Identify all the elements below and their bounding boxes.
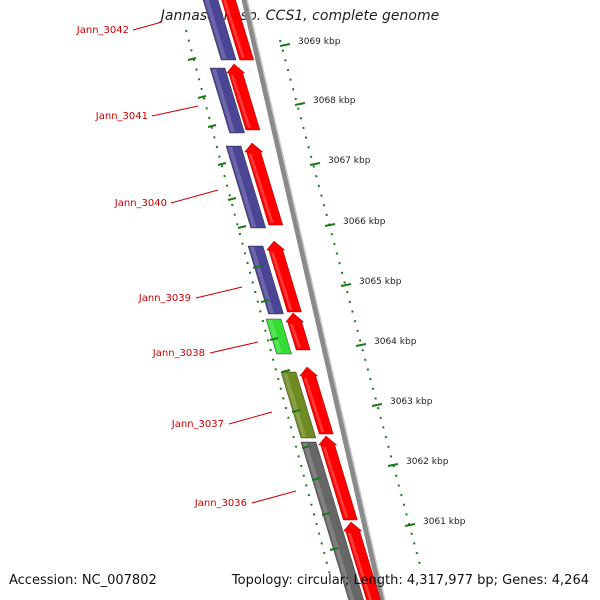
scale-tick-label: 3068 kbp: [313, 96, 356, 106]
inner-ruler-tick: [227, 197, 237, 201]
gene-bar-jann-3038: [265, 318, 292, 355]
forward-arrow: [266, 240, 302, 313]
scale-tick-label: 3064 kbp: [374, 337, 417, 347]
scale-tick-label: 3067 kbp: [328, 156, 371, 166]
scale-tick-mark: [324, 223, 336, 227]
gene-label-jann-3037: Jann_3037: [171, 419, 224, 430]
gene-label-jann-3038: Jann_3038: [152, 348, 205, 359]
forward-arrow: [318, 435, 358, 521]
inner-ruler-tick: [237, 225, 247, 229]
gene-bar-jann-3037: [280, 371, 317, 439]
genome-backbone: [241, 0, 385, 600]
forward-arrow-shine: [270, 252, 293, 310]
inner-ruler-tick: [187, 57, 197, 61]
gene-label-jann-3040: Jann_3040: [114, 198, 167, 209]
outer-dotted-ruler: [279, 39, 421, 566]
gene-label-leader: [132, 21, 163, 31]
forward-arrow-shine: [303, 378, 325, 432]
gene-bar-shine: [228, 147, 257, 227]
inner-ruler-tick: [207, 124, 217, 128]
scale-tick-label: 3069 kbp: [298, 37, 341, 47]
forward-arrow: [285, 312, 311, 351]
gene-label-leader: [251, 490, 297, 504]
gene-bar-jann-3036: [300, 441, 364, 600]
forward-arrow: [244, 142, 284, 226]
inner-ruler-tick: [260, 299, 270, 303]
forward-arrow-shine: [223, 0, 245, 58]
inner-ruler-tick: [329, 547, 339, 551]
gene-bar-jann-3039: [247, 245, 284, 315]
scale-tick-label: 3065 kbp: [359, 277, 402, 287]
gene-label-jann-3036: Jann_3036: [194, 498, 247, 509]
inner-ruler-tick: [321, 512, 331, 516]
scale-tick-label: 3061 kbp: [423, 517, 466, 527]
scale-tick-mark: [340, 283, 352, 287]
scale-tick-label: 3062 kbp: [406, 457, 449, 467]
inner-ruler-tick: [301, 445, 311, 449]
inner-ruler-tick: [252, 265, 262, 269]
inner-ruler-tick: [269, 337, 279, 341]
inner-ruler-tick: [311, 477, 321, 481]
gene-bar-jann-3042: [202, 0, 237, 61]
scale-tick-mark: [404, 523, 416, 527]
forward-arrow-shine: [289, 324, 302, 348]
forward-arrow: [299, 366, 334, 435]
inner-ruler-tick: [197, 95, 207, 99]
gene-label-leader: [228, 411, 273, 425]
scale-tick-mark: [355, 343, 367, 347]
scale-tick-label: 3063 kbp: [390, 397, 433, 407]
gene-bar-shine: [303, 443, 355, 600]
gene-bar-shine: [212, 69, 236, 132]
gene-label-leader: [170, 189, 219, 204]
gene-label-jann-3039: Jann_3039: [138, 293, 191, 304]
gene-label-leader: [209, 341, 259, 354]
scale-tick-mark: [279, 43, 291, 47]
gene-bar-shine: [268, 320, 282, 353]
gene-bar-jann-3040: [225, 145, 267, 229]
inner-ruler-tick: [281, 369, 291, 373]
scale-tick-mark: [371, 403, 383, 407]
scale-tick-mark: [309, 162, 321, 166]
topology-text: Topology: circular; Length: 4,317,977 bp…: [231, 573, 589, 588]
gene-label-jann-3042: Jann_3042: [76, 25, 129, 36]
gene-bar-shine: [204, 0, 227, 59]
gene-label-jann-3041: Jann_3041: [95, 111, 148, 122]
genome-backbone-highlight: [246, 0, 386, 600]
gene-bar-shine: [283, 373, 307, 437]
gene-bar-shine: [250, 247, 274, 313]
gene-bar-jann-3041: [209, 67, 245, 134]
forward-arrow: [343, 521, 381, 600]
forward-arrow: [221, 0, 255, 61]
scale-tick-label: 3066 kbp: [343, 217, 386, 227]
forward-arrow-shine: [322, 447, 349, 518]
gene-label-leader: [151, 105, 199, 117]
forward-arrow-shine: [347, 533, 373, 600]
forward-arrow-shine: [230, 75, 251, 128]
scale-tick-mark: [294, 102, 306, 106]
inner-ruler-tick: [217, 162, 227, 166]
accession-text: Accession: NC_007802: [9, 573, 157, 588]
gene-label-leader: [195, 286, 243, 299]
inner-ruler-tick: [291, 409, 301, 413]
scale-tick-mark: [387, 463, 399, 467]
forward-arrow-shine: [248, 154, 274, 223]
inner-dotted-ruler: [185, 29, 331, 576]
forward-arrow: [226, 63, 261, 131]
